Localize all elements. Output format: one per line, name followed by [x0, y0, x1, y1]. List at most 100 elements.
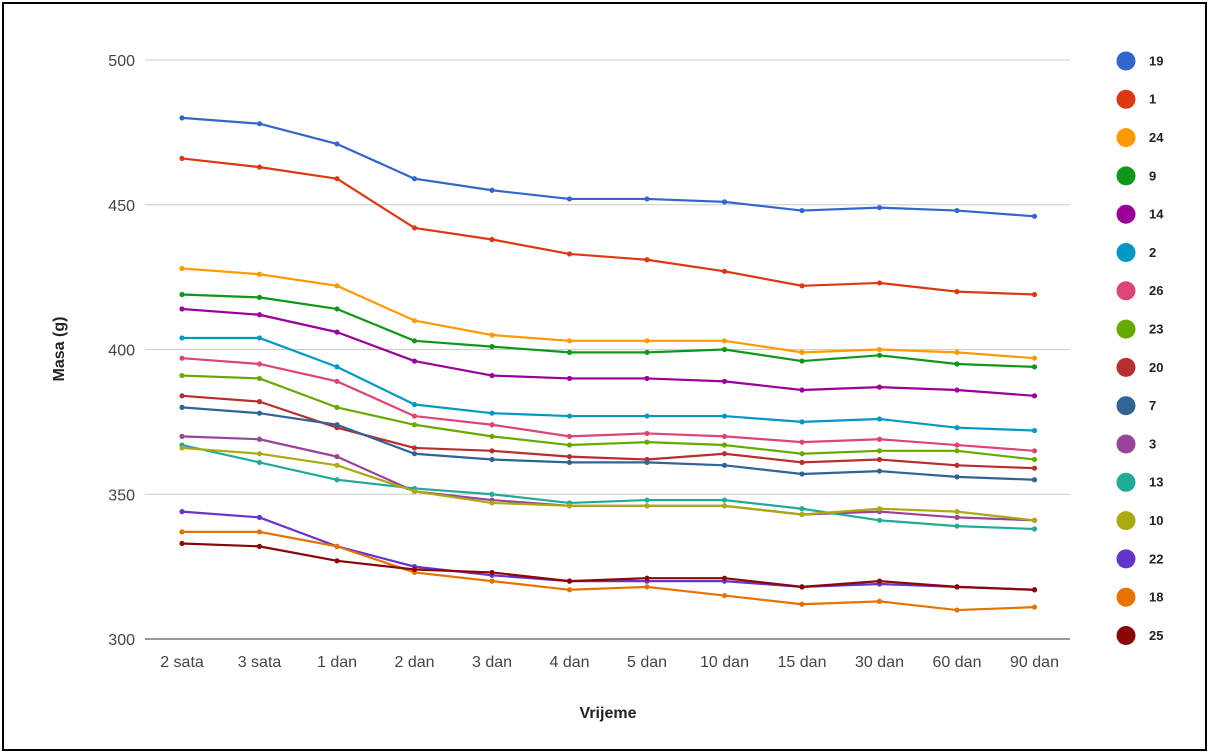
data-point: [256, 312, 263, 318]
data-point: [566, 433, 573, 439]
data-point: [644, 497, 650, 503]
legend-item-13: 13: [1116, 472, 1163, 492]
data-point: [489, 578, 495, 584]
data-point: [1031, 355, 1038, 361]
x-axis-ticks: 2 sata 3 sata 1 dan 2 dan 3 dan 4 dan 5 dan 10 …: [160, 654, 1059, 671]
data-point: [179, 265, 185, 272]
data-point: [644, 584, 650, 590]
data-point: [799, 283, 805, 289]
gridlines: [145, 59, 1070, 640]
series-18: [179, 529, 1038, 613]
data-point: [334, 378, 340, 384]
data-point: [411, 225, 418, 231]
data-point: [799, 506, 805, 512]
data-point: [954, 289, 960, 295]
data-point: [876, 280, 883, 286]
legend-item-7: 7: [1116, 396, 1156, 416]
legend-swatch: [1116, 472, 1136, 492]
data-point: [489, 456, 495, 463]
data-point: [256, 410, 263, 416]
series-line: [181, 510, 1035, 591]
data-point: [334, 176, 340, 182]
data-point: [644, 413, 650, 419]
data-point: [876, 517, 883, 523]
data-point: [179, 372, 185, 379]
y-axis-title: Masa (g): [51, 317, 68, 382]
series-24: [179, 265, 1038, 361]
legend-item-18: 18: [1116, 587, 1163, 607]
series-line: [181, 542, 1035, 591]
data-point: [256, 459, 263, 466]
data-point: [876, 416, 883, 422]
legend-item-24: 24: [1116, 128, 1164, 148]
data-point: [334, 141, 340, 147]
series-line: [181, 267, 1035, 360]
data-point: [721, 413, 728, 419]
legend-label: 23: [1149, 322, 1163, 337]
data-point: [876, 578, 883, 584]
data-point: [799, 207, 805, 214]
data-point: [644, 503, 650, 509]
data-point: [566, 251, 573, 257]
data-point: [566, 454, 573, 460]
data-point: [411, 445, 418, 451]
data-point: [1031, 427, 1038, 434]
legend-label: 10: [1149, 513, 1163, 528]
legend-item-22: 22: [1116, 549, 1163, 569]
data-point: [334, 329, 340, 335]
data-point: [489, 332, 495, 338]
data-point: [721, 346, 728, 353]
data-point: [1031, 213, 1038, 219]
data-point: [179, 335, 185, 341]
legend-item-14: 14: [1116, 204, 1164, 224]
data-point: [179, 393, 185, 399]
series-7: [179, 404, 1038, 483]
legend-item-1: 1: [1116, 89, 1156, 109]
data-point: [334, 477, 340, 483]
data-point: [489, 410, 495, 416]
data-point: [876, 506, 883, 512]
data-point: [1031, 291, 1038, 298]
data-point: [954, 442, 960, 448]
legend-label: 1: [1149, 92, 1156, 107]
data-point: [644, 349, 650, 355]
legend-label: 26: [1149, 283, 1163, 298]
data-point: [256, 436, 263, 442]
legend-swatch: [1116, 396, 1136, 416]
legend-label: 24: [1149, 130, 1164, 145]
data-point: [1031, 517, 1038, 523]
x-tick-label: 3 sata: [238, 654, 282, 671]
y-tick-label: 350: [108, 487, 135, 504]
x-tick-label: 90 dan: [1010, 654, 1059, 671]
data-point: [179, 404, 185, 410]
legend-swatch: [1116, 587, 1136, 607]
data-point: [954, 387, 960, 393]
series-line: [181, 357, 1035, 452]
data-point: [256, 294, 263, 300]
data-point: [1031, 465, 1038, 471]
data-point: [566, 587, 573, 593]
series-20: [179, 393, 1038, 471]
series-26: [179, 355, 1038, 454]
series-14: [179, 306, 1038, 399]
data-point: [179, 433, 185, 439]
series-line: [181, 446, 1035, 522]
data-point: [411, 338, 418, 344]
series-line: [181, 394, 1035, 470]
data-point: [1031, 526, 1038, 532]
y-axis-ticks: 300 350 400 450 500: [108, 53, 135, 649]
x-tick-label: 15 dan: [778, 654, 827, 671]
series-23: [179, 372, 1038, 463]
data-point: [721, 503, 728, 509]
legend-swatch: [1116, 281, 1136, 301]
data-point: [954, 509, 960, 515]
data-point: [721, 199, 728, 205]
data-point: [721, 433, 728, 439]
data-point: [179, 355, 185, 361]
data-point: [799, 349, 805, 355]
series-line: [182, 336, 1035, 432]
series-line: [181, 116, 1035, 218]
series-2: [179, 335, 1038, 434]
data-point: [179, 540, 185, 547]
data-point: [566, 375, 573, 382]
